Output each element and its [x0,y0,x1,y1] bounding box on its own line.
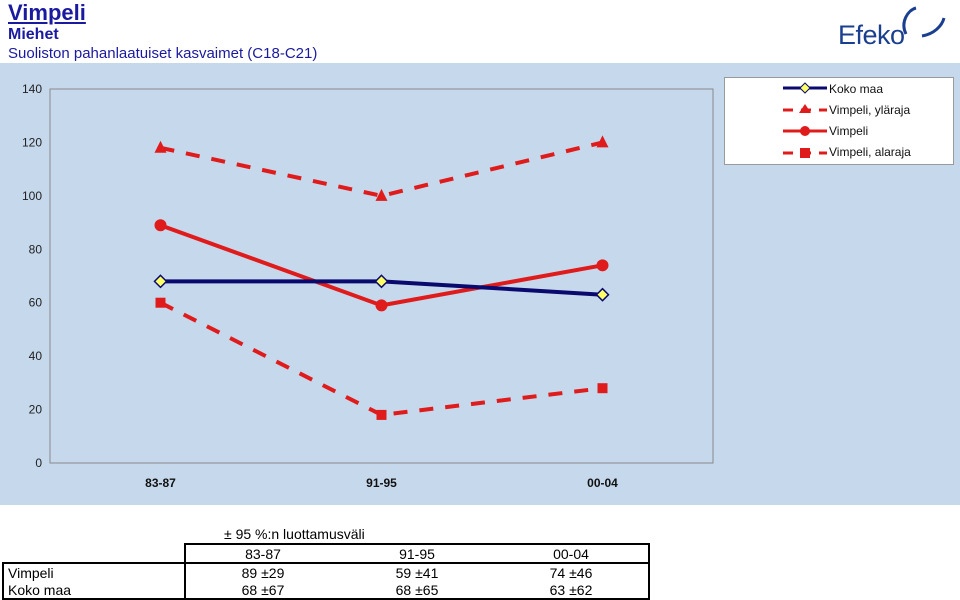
legend-item-vimpeli: Vimpeli [725,121,953,141]
table-col-header: 00-04 [494,543,650,563]
y-tick-label: 60 [29,296,43,310]
y-tick-label: 0 [35,456,42,470]
data-point [374,274,389,289]
legend-label: Vimpeli, alaraja [829,145,911,159]
confidence-interval-table: 83-87 91-95 00-04 Vimpeli 89 ±29 59 ±41 … [2,543,650,600]
data-point [375,188,388,201]
table-row-label: Vimpeli [2,562,185,581]
legend-marker-circle-icon [783,126,827,136]
legend-marker-triangle-icon [783,104,827,113]
table-note: ± 95 %:n luottamusväli [224,526,365,542]
data-point [596,259,609,272]
y-tick-label: 140 [22,82,42,96]
page-title: Vimpeli [8,0,86,25]
table-corner [3,544,185,563]
y-tick-label: 40 [29,349,43,363]
line-chart: 0 20 40 60 80 100 120 140 83-87 91-95 00-04 [22,82,714,490]
series-layer [153,135,610,420]
data-point [154,140,167,153]
table-row: Koko maa 68 ±67 68 ±65 63 ±62 [2,581,650,600]
page-subtitle: Miehet [8,26,59,43]
data-point [376,409,387,420]
legend-item-vimpeli-ylaraja: Vimpeli, yläraja [725,100,953,120]
x-axis: 83-87 91-95 00-04 [145,476,618,490]
y-tick-label: 80 [29,242,43,256]
legend-marker-diamond-icon [783,82,827,94]
legend-label: Koko maa [829,82,884,96]
table-cell: 74 ±46 [494,562,650,581]
data-point [154,219,167,232]
table-col-header: 83-87 [184,543,340,563]
logo-swoosh-icon [902,6,946,38]
table-col-header: 91-95 [340,543,494,563]
table-cell: 89 ±29 [184,562,340,581]
table-row: Vimpeli 89 ±29 59 ±41 74 ±46 [2,562,650,581]
y-tick-label: 100 [22,189,42,203]
table-cell: 68 ±65 [340,581,494,600]
table-cell: 68 ±67 [184,581,340,600]
legend-item-koko-maa: Koko maa [725,79,953,99]
chart-title: Suoliston pahanlaatuiset kasvaimet (C18-… [8,45,318,62]
confidence-interval-table-area: ± 95 %:n luottamusväli 83-87 91-95 00-04… [0,520,700,600]
y-tick-label: 20 [29,403,43,417]
legend-label: Vimpeli, yläraja [829,103,911,117]
y-tick-label: 120 [22,135,42,149]
data-point [596,135,609,148]
data-point [595,287,610,302]
data-point [375,299,388,312]
chart-legend: Koko maa Vimpeli, yläraja Vimpeli Vimpel… [724,77,954,165]
table-header-row: 83-87 91-95 00-04 [3,543,650,563]
table-cell: 63 ±62 [494,581,650,600]
data-point [155,297,166,308]
table-row-label: Koko maa [2,581,185,600]
x-tick-label: 91-95 [366,476,397,490]
table-cell: 59 ±41 [340,562,494,581]
chart-area: 0 20 40 60 80 100 120 140 83-87 91-95 00-04 Koko … [0,63,960,505]
y-axis: 0 20 40 60 80 100 120 140 [22,82,42,470]
x-tick-label: 00-04 [587,476,618,490]
legend-item-vimpeli-alaraja: Vimpeli, alaraja [725,142,953,162]
logo-text: Efeko [838,20,905,50]
series-line-vimpeli-yl-raja [160,140,603,198]
data-point [153,274,168,289]
x-tick-label: 83-87 [145,476,176,490]
data-point [597,383,608,394]
legend-label: Vimpeli [829,124,869,138]
efeko-logo: Efeko [838,4,948,52]
legend-marker-square-icon [783,148,827,158]
